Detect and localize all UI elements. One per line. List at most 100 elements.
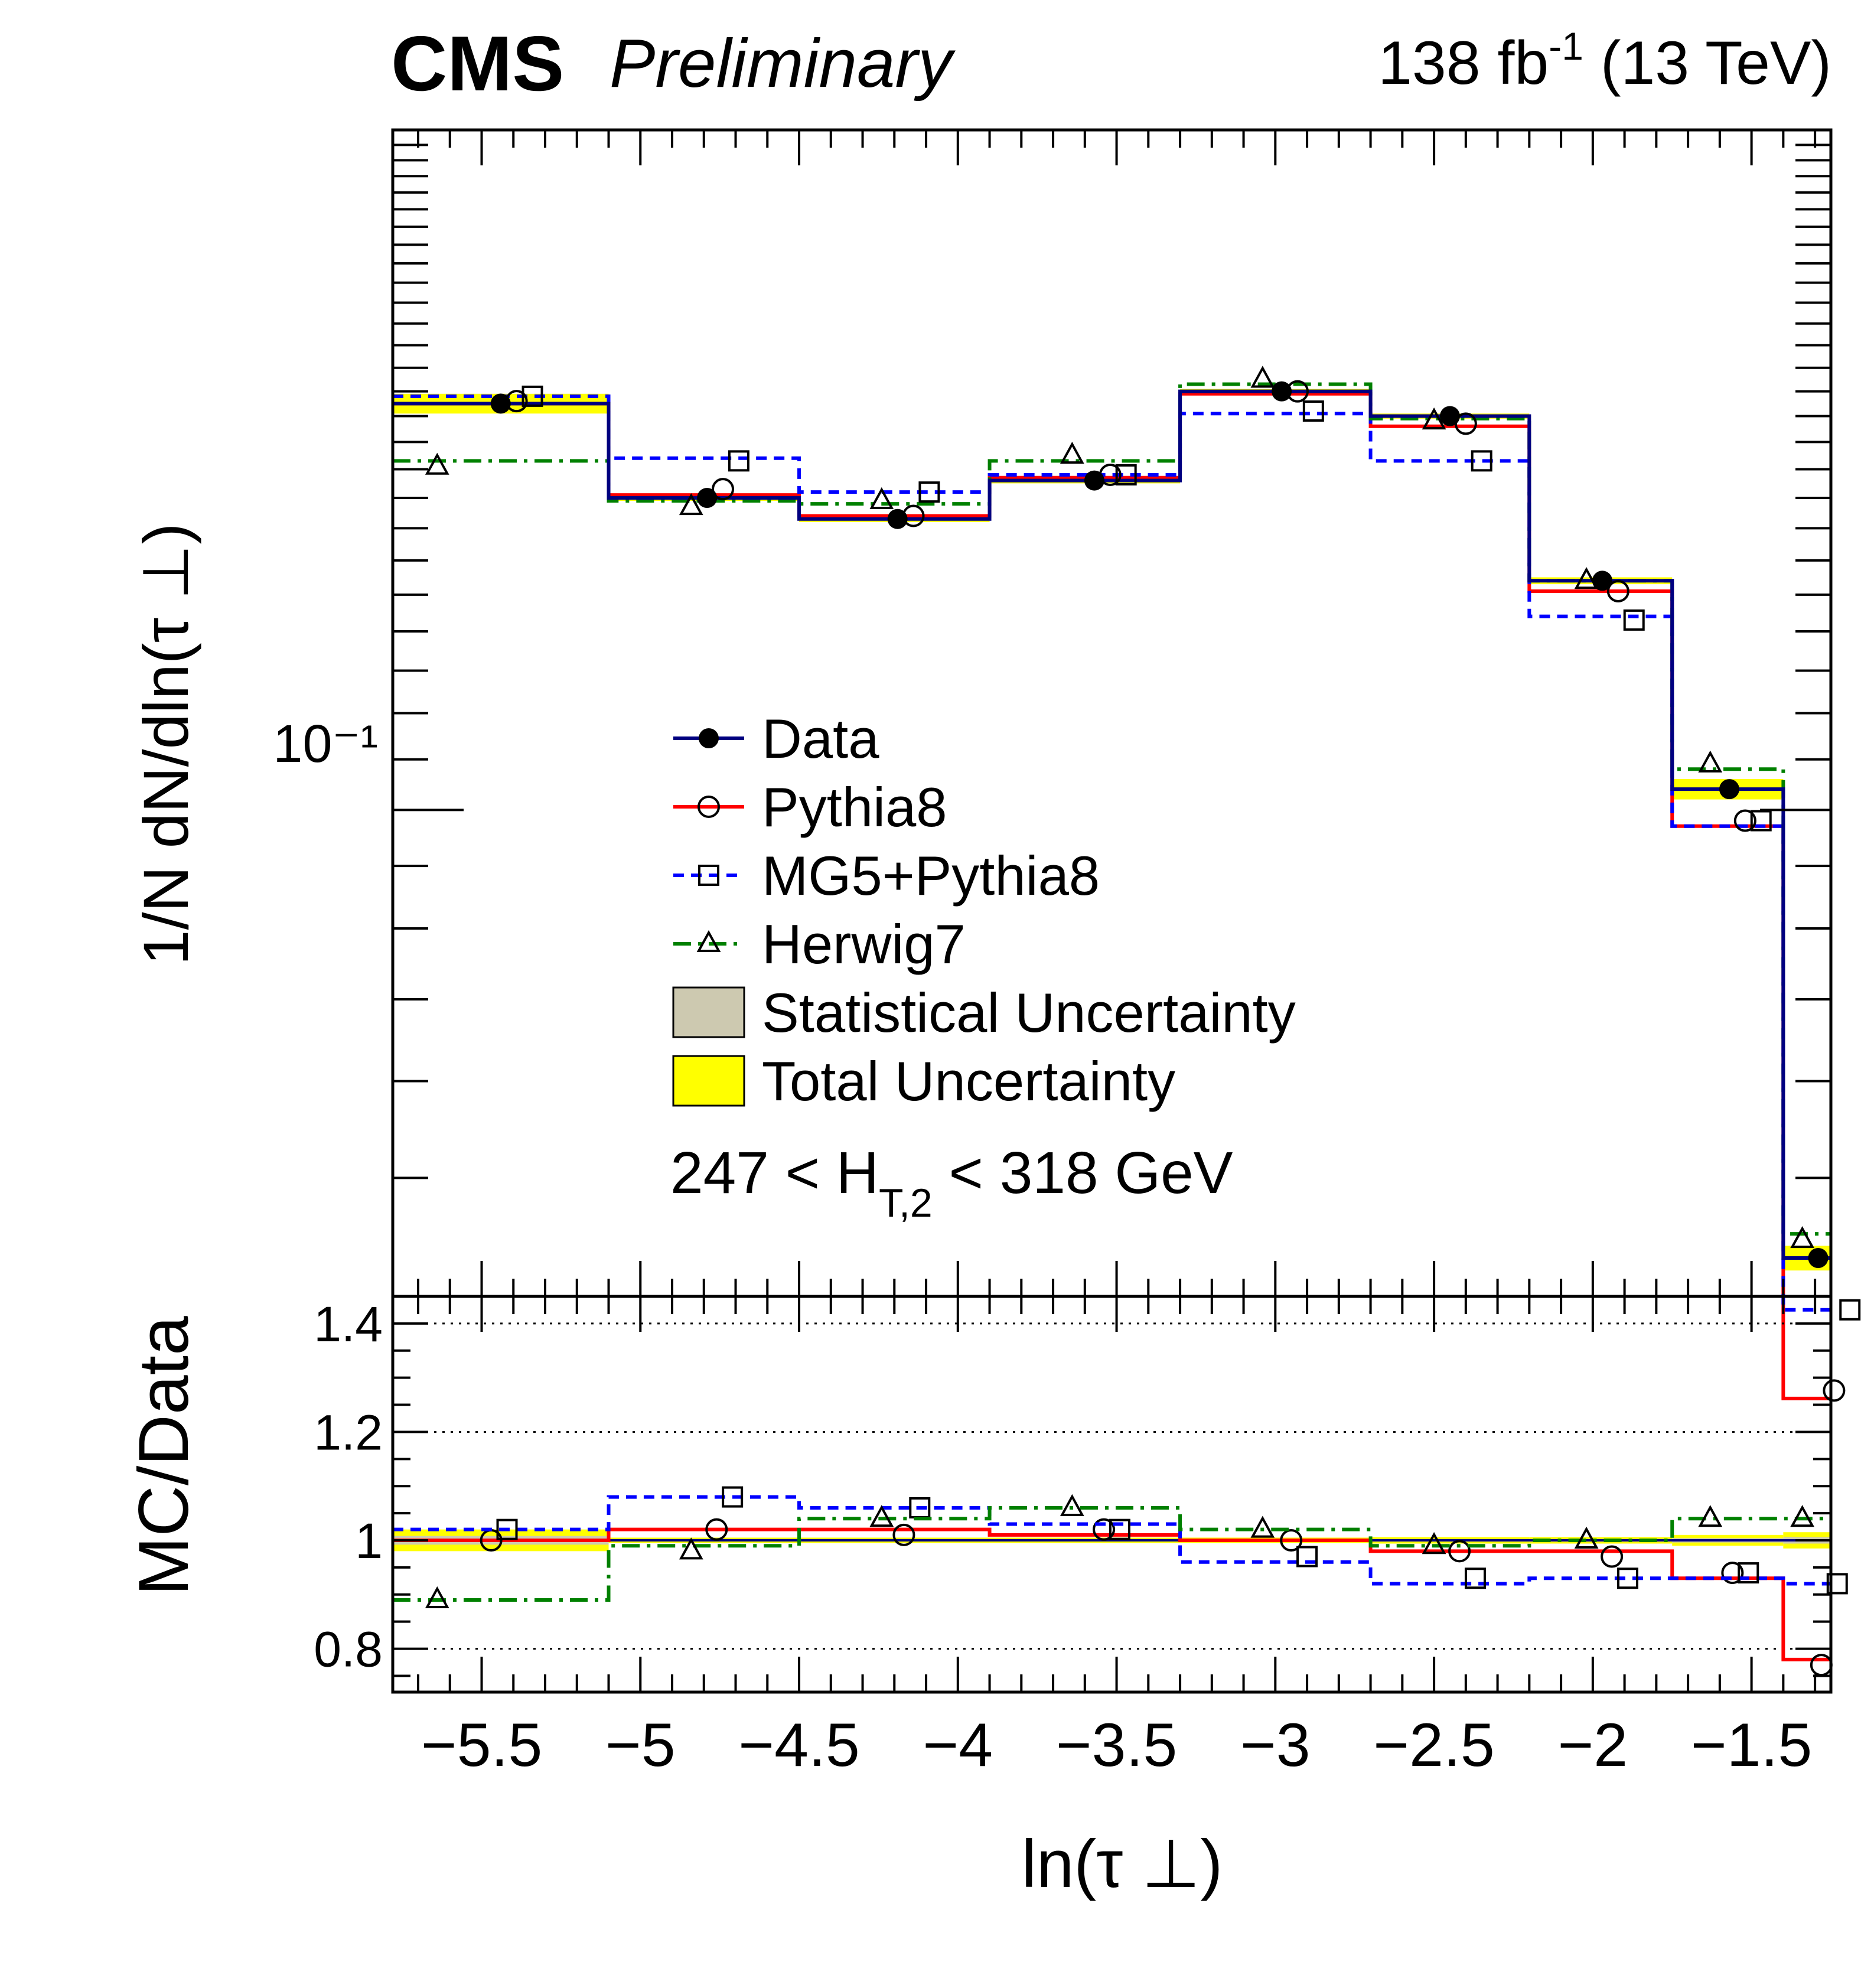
- main-y-axis-label: 1/N dN/dln(τ ⊥): [130, 523, 201, 966]
- marker-triangle: [1250, 366, 1275, 388]
- marker-triangle: [1060, 441, 1084, 464]
- marker-triangle: [1790, 1226, 1815, 1249]
- marker-triangle: [869, 487, 894, 510]
- marker-square: [918, 481, 940, 503]
- ratio-line-herwig7: [393, 1505, 1831, 1602]
- status-label: Preliminary: [610, 25, 953, 102]
- ratio-marker-triangle: [1422, 1532, 1446, 1554]
- ratio-frame: [391, 1295, 1833, 1694]
- legend-marker: [698, 796, 720, 818]
- marker-square: [1623, 609, 1645, 631]
- main-y-tick-label: 10⁻¹: [273, 715, 378, 774]
- ratio-marker-triangle: [1060, 1494, 1084, 1516]
- x-axis-label: ln(τ ⊥): [1022, 1827, 1223, 1902]
- ratio-panel: 0.8 1 1.2 1.4 −5.5 −5 −4.5 −4 −3.5 −3 −2.5 −2 −1.5: [314, 1295, 1848, 1780]
- range-annotation: 247 < HT,2 < 318 GeV: [670, 1140, 1233, 1226]
- ratio-marker-circle: [1601, 1545, 1624, 1568]
- data-point: [697, 488, 718, 509]
- ratio-marker-square: [496, 1518, 518, 1540]
- data-point: [887, 509, 908, 529]
- ratio-marker-square: [1826, 1573, 1848, 1595]
- luminosity-label: 138 fb-1 (13 TeV): [1378, 24, 1831, 99]
- marker-square: [522, 385, 543, 407]
- x-tick-label: −4.5: [738, 1711, 859, 1780]
- marker-circle: [1823, 1379, 1846, 1402]
- x-tick-label: −2: [1558, 1711, 1628, 1780]
- main-panel: [391, 128, 1861, 1402]
- ratio-marker-triangle: [1250, 1516, 1275, 1538]
- legend-marker: [699, 728, 719, 748]
- ratio-marker-circle: [705, 1518, 728, 1541]
- x-tick-label: −3: [1240, 1711, 1311, 1780]
- ratio-marker-square: [1464, 1567, 1486, 1589]
- energy-label: (13 TeV): [1600, 29, 1831, 97]
- ratio-marker-triangle: [1574, 1526, 1599, 1549]
- data-point: [490, 393, 511, 414]
- lumi-exponent: -1: [1549, 24, 1583, 68]
- experiment-label: CMS: [391, 20, 565, 107]
- series-line-pythia8: [393, 392, 1831, 1400]
- legend-label: Statistical Uncertainty: [762, 982, 1296, 1044]
- marker-triangle: [1422, 407, 1446, 430]
- ratio-marker-triangle: [869, 1505, 894, 1527]
- x-tick-label: −5.5: [421, 1711, 542, 1780]
- marker-circle: [1733, 809, 1756, 832]
- ratio-y-tick-label: 1.2: [314, 1404, 383, 1460]
- legend-marker: [698, 865, 719, 886]
- legend-label: Pythia8: [762, 776, 947, 838]
- series-line-mg5-pythia8: [393, 394, 1831, 1312]
- marker-triangle: [679, 493, 703, 516]
- marker-square: [1750, 810, 1772, 832]
- marker-square: [1839, 1299, 1861, 1321]
- marker-triangle: [1698, 750, 1723, 773]
- legend-label: Herwig7: [762, 913, 966, 975]
- legend-label: Total Uncertainty: [762, 1050, 1175, 1112]
- ratio-marker-square: [1296, 1546, 1318, 1567]
- data-point: [1272, 381, 1292, 402]
- x-tick-label: −4: [923, 1711, 993, 1780]
- marker-circle: [712, 478, 735, 501]
- marker-square: [1115, 464, 1137, 485]
- x-tick-label: −2.5: [1373, 1711, 1494, 1780]
- lumi-value: 138 fb: [1378, 29, 1549, 97]
- data-point: [1592, 571, 1612, 591]
- legend-label: MG5+Pythia8: [762, 845, 1100, 907]
- ratio-marker-circle: [1721, 1562, 1744, 1585]
- ratio-marker-triangle: [1698, 1505, 1723, 1527]
- x-tick-label: −1.5: [1691, 1711, 1812, 1780]
- data-point: [1084, 470, 1104, 491]
- main-frame: [391, 128, 1833, 1298]
- ratio-marker-square: [722, 1486, 744, 1508]
- legend-label: Data: [762, 708, 879, 770]
- ratio-marker-circle: [1093, 1518, 1116, 1541]
- marker-square: [728, 450, 749, 472]
- legend-swatch: [672, 1055, 745, 1107]
- annotation-subscript: T,2: [879, 1181, 933, 1226]
- ratio-line-mg5-pythia8: [393, 1495, 1831, 1586]
- ratio-y-tick-label: 1.4: [314, 1296, 383, 1352]
- marker-triangle: [425, 452, 449, 475]
- ratio-marker-square: [1738, 1562, 1759, 1584]
- marker-circle: [1606, 579, 1629, 602]
- annotation-tail: < 318 GeV: [933, 1140, 1233, 1206]
- marker-square: [1302, 400, 1324, 422]
- data-point: [1808, 1247, 1829, 1268]
- marker-square: [1471, 450, 1492, 472]
- annotation-main: 247 < H: [670, 1140, 879, 1206]
- ratio-y-axis-label: MC/Data: [124, 1316, 203, 1596]
- axis-labels: 1/N dN/dln(τ ⊥) MC/Data ln(τ ⊥) 10⁻¹ 247…: [124, 523, 1233, 1902]
- ratio-y-tick-label: 0.8: [314, 1622, 383, 1677]
- ratio-marker-triangle: [679, 1537, 703, 1560]
- ratio-y-tick-label: 1: [355, 1513, 383, 1569]
- legend-marker: [696, 930, 721, 952]
- legend-swatch: [672, 986, 745, 1038]
- x-tick-label: −5: [605, 1711, 676, 1780]
- data-line: [393, 389, 1831, 1260]
- ratio-marker-square: [1616, 1567, 1638, 1589]
- marker-triangle: [1574, 567, 1599, 589]
- ratio-marker-circle: [1448, 1540, 1471, 1563]
- data-point: [1719, 779, 1739, 800]
- x-tick-label: −3.5: [1056, 1711, 1177, 1780]
